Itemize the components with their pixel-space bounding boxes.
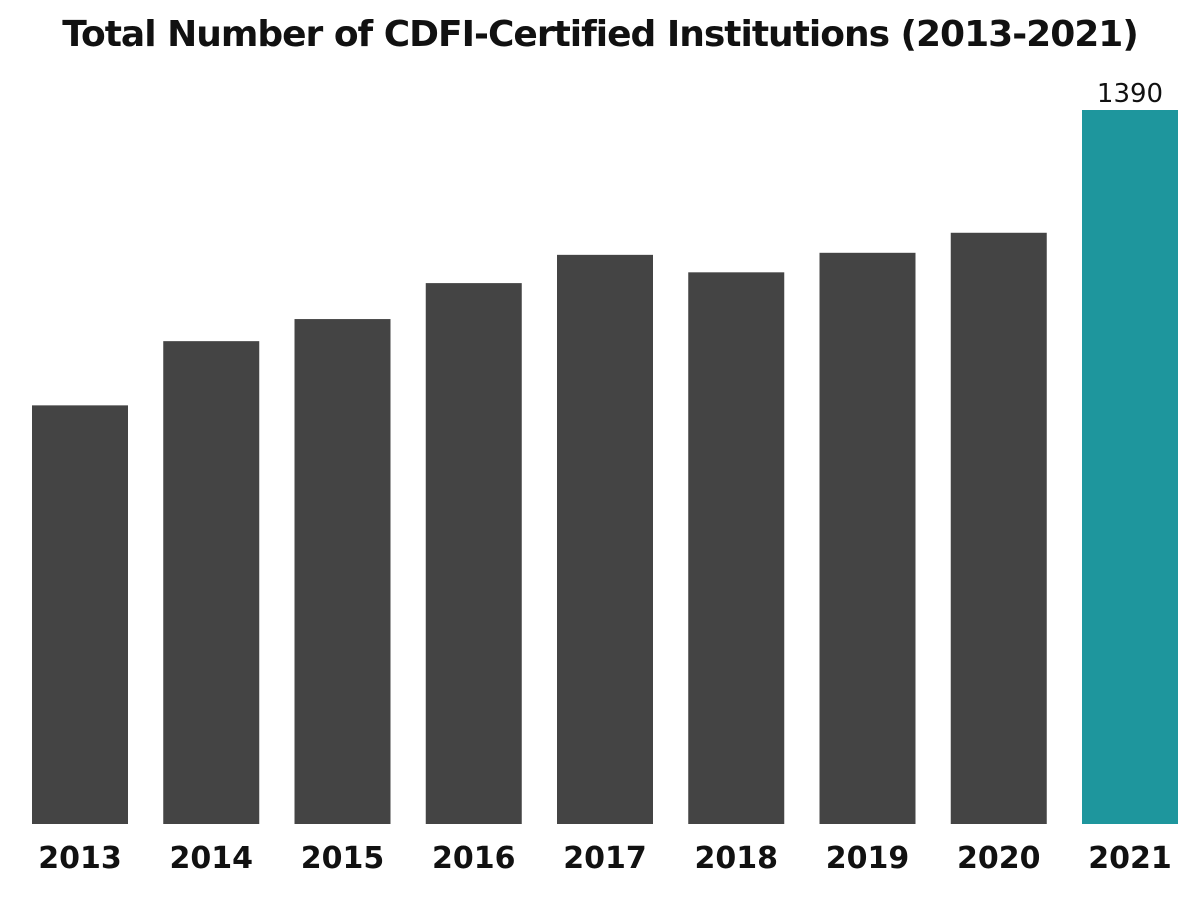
bar-2020 [950,232,1047,824]
bar-2014 [163,341,260,824]
bar-2017 [557,254,653,825]
bars-group [32,110,1178,825]
x-tick-label-2017: 2017 [563,841,647,876]
chart-title: Total Number of CDFI-Certified Instituti… [62,14,1139,55]
value-labels-group: 1390 [1097,79,1163,109]
bar-2016 [425,283,522,824]
x-tick-label-2016: 2016 [432,841,516,876]
x-tick-label-2013: 2013 [38,841,122,876]
bar-2021 [1082,110,1178,824]
x-tick-label-2018: 2018 [695,841,779,876]
x-tick-label-2021: 2021 [1088,841,1172,876]
bar-value-label-2021: 1390 [1097,79,1163,109]
x-tick-labels-group: 2013 2014 2015 2016 2017 2018 2019 2020 2021 [38,841,1172,876]
bar-2013 [32,405,128,824]
x-tick-label-2015: 2015 [301,841,385,876]
x-tick-label-2014: 2014 [170,841,254,876]
bar-2015 [294,319,391,824]
x-tick-label-2019: 2019 [826,841,910,876]
bar-2019 [819,252,916,825]
bar-2018 [688,272,785,824]
x-tick-label-2020: 2020 [957,841,1041,876]
